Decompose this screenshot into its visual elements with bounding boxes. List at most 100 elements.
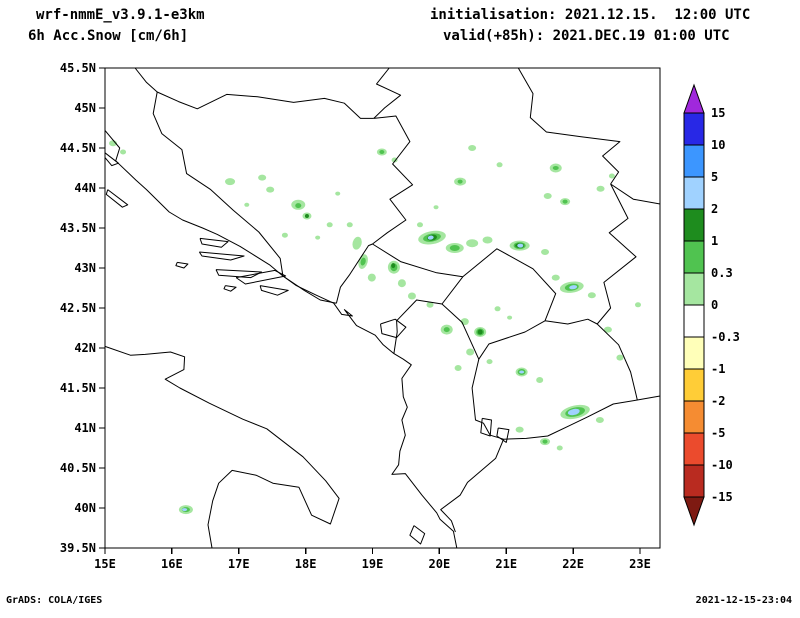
snow-patch [536,377,544,383]
valid-time-label: valid(+85h): 2021.DEC.19 01:00 UTC [443,28,730,44]
snow-patch [552,166,559,170]
y-tick-label: 42N [74,341,96,355]
y-tick-label: 39.5N [60,541,96,555]
coastline-border-path [610,183,661,205]
snow-patch [587,292,596,299]
snow-patch [595,417,604,423]
snow-patch [466,239,479,248]
y-tick-label: 43.5N [60,221,96,235]
x-tick-label: 17E [228,557,250,571]
snow-shading [109,140,641,515]
snow-patch [541,249,550,255]
coastline-border-path [496,427,510,443]
colorbar-segment [683,112,705,146]
colorbar-segment [683,432,705,466]
snow-patch [460,318,469,326]
coastline-border-path [104,345,340,549]
colorbar-label: 0.3 [711,266,733,280]
y-tick-label: 41N [74,421,96,435]
map-frame [104,67,661,549]
snow-patch [477,329,483,335]
coastline-border-path [199,237,229,248]
snow-patch [562,199,568,204]
snow-patch [281,232,288,238]
snow-patch [443,327,450,333]
colorbar-label: -10 [711,458,733,472]
snow-patch [567,408,580,416]
snow-patch [519,370,525,374]
colorbar-segment [683,464,705,498]
grads-credit: GrADS: COLA/IGES [6,595,103,606]
map-outlines [104,67,661,549]
y-tick-label: 40N [74,501,96,515]
coastline-border-path [596,323,638,401]
coastline-border-path [156,91,374,119]
x-tick-label: 15E [94,557,116,571]
colorbar-segment [683,144,705,178]
snow-patch [360,257,366,266]
snow-patch [596,185,605,192]
snow-patch [407,292,416,300]
y-tick-label: 45N [74,101,96,115]
snow-patch [367,273,376,282]
coastline-border-path [198,251,245,261]
coastline-border-path [105,189,129,208]
coastline-border-path [471,359,504,440]
snow-patch [295,203,302,209]
x-tick-label: 21E [495,557,517,571]
x-tick-label: 20E [429,557,451,571]
snow-patch [457,179,463,184]
colorbar-segment [683,240,705,274]
snow-patch [182,508,188,512]
snow-patch [315,235,321,240]
y-tick-label: 44.5N [60,141,96,155]
colorbar-top-arrow [683,83,705,114]
coastline-border-path [235,269,287,285]
x-tick-label: 22E [562,557,584,571]
colorbar-segment [683,400,705,434]
colorbar-segment [683,176,705,210]
coastline-border-path [223,285,237,292]
snow-patch [352,236,362,250]
coastline-border-path [517,67,621,185]
colorbar-segment [683,208,705,242]
snow-patch [391,263,396,269]
coastline-border-path [544,318,598,325]
snow-patch [466,348,475,356]
snow-patch [379,150,385,154]
coastline-border-path [480,417,492,437]
coastline-border-path [335,243,373,304]
snow-patch [426,301,434,308]
snow-patch [346,222,353,228]
colorbar-segment [683,368,705,402]
coastline-border-path [215,269,262,279]
coastline-border-path [373,67,402,119]
snow-patch [608,173,615,179]
snow-patch [225,178,236,186]
colorbar-label: 1 [711,234,718,248]
coastline-border-path [441,248,557,360]
snow-patch [634,302,641,308]
colorbar-label: 5 [711,170,718,184]
product-title: 6h Acc.Snow [cm/6h] [28,28,189,44]
coastline-border-path [380,318,407,339]
snow-patch [468,145,477,151]
snow-patch [482,236,493,244]
coastline-border-path [596,183,637,325]
colorbar-label: -5 [711,426,725,440]
y-tick-label: 45.5N [60,61,96,75]
snow-patch [120,149,127,155]
x-tick-label: 23E [629,557,651,571]
snow-patch [433,205,439,210]
snow-patch [551,274,560,281]
colorbar-label: 2 [711,202,718,216]
coastline-border-path [259,285,289,296]
x-tick-label: 18E [295,557,317,571]
colorbar-bottom-arrow [683,496,705,527]
snow-patch [454,365,462,371]
y-tick-label: 43N [74,261,96,275]
colorbar-label: 0 [711,298,718,312]
snow-patch [556,445,563,451]
